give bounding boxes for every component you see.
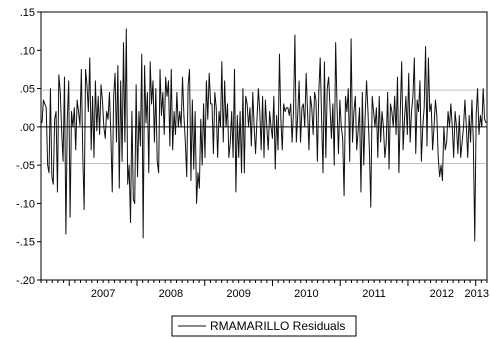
legend-entry-label: RMAMARILLO Residuals [210,319,345,333]
x-tick-label-3: 2010 [294,288,318,300]
x-tick-label-5: 2012 [430,288,454,300]
y-tick-label-3: .00 [20,122,35,134]
x-tick-label-0: 2007 [91,288,115,300]
y-tick-label-1: .10 [20,45,35,57]
x-axis: 2007 2008 2009 2010 2011 2012 2013 [41,280,489,300]
y-axis: .15 .10 .05 .00 -.05 -.10 -.15 -.20 [16,7,41,287]
legend: RMAMARILLO Residuals [172,316,356,336]
x-tick-label-2: 2009 [226,288,250,300]
y-tick-label-6: -.15 [16,237,35,249]
y-tick-label-5: -.10 [16,198,35,210]
y-tick-label-0: .15 [20,7,35,19]
x-tick-label-6: 2013 [465,288,489,300]
x-tick-label-1: 2008 [159,288,183,300]
y-tick-label-4: -.05 [16,160,35,172]
y-tick-label-2: .05 [20,84,35,96]
x-tick-label-4: 2011 [362,288,386,300]
y-tick-label-7: -.20 [16,275,35,287]
